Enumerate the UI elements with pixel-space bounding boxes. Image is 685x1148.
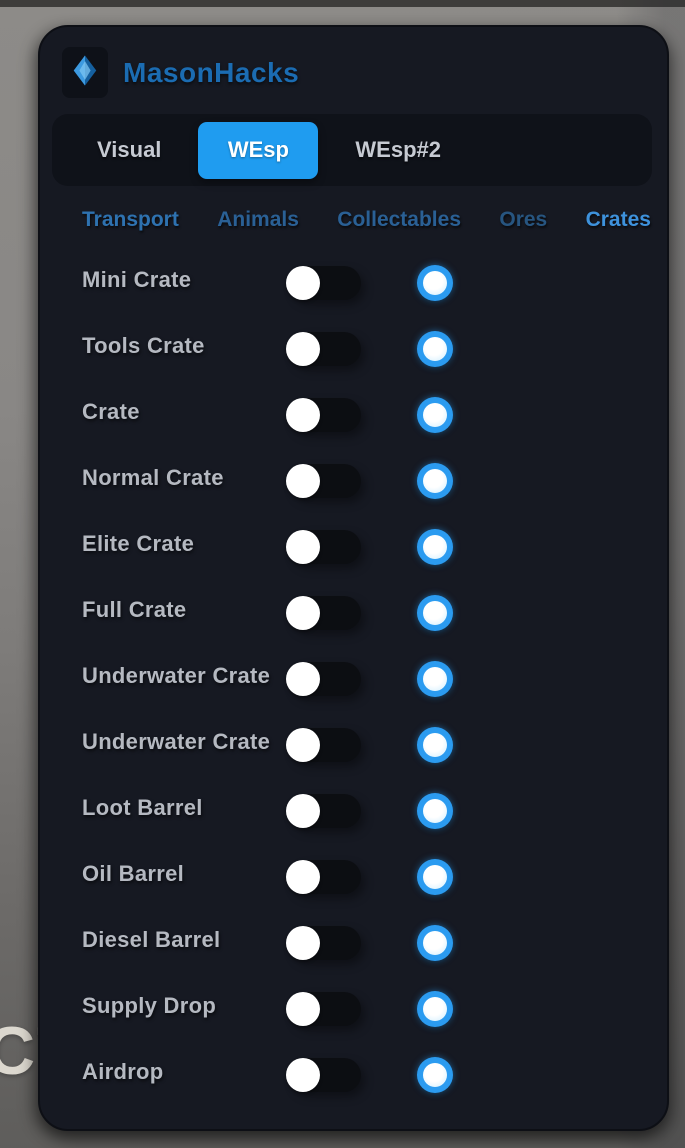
- color-picker-swatch: [423, 733, 447, 757]
- item-label: Underwater Crate: [82, 662, 271, 688]
- list-item: Loot Barrel: [40, 778, 667, 844]
- item-label: Supply Drop: [82, 992, 217, 1018]
- color-picker-button[interactable]: [417, 397, 453, 433]
- color-picker-swatch: [423, 997, 447, 1021]
- color-picker-button[interactable]: [417, 661, 453, 697]
- toggle-switch[interactable]: [286, 464, 361, 498]
- color-picker-swatch: [423, 1063, 447, 1087]
- subtab-animals[interactable]: Animals: [217, 208, 299, 231]
- subtab-collectables[interactable]: Collectables: [337, 208, 461, 231]
- list-item: Supply Drop: [40, 976, 667, 1042]
- toggle-knob[interactable]: [286, 992, 320, 1026]
- list-item: Diesel Barrel: [40, 910, 667, 976]
- logo-box: [62, 47, 108, 98]
- color-picker-swatch: [423, 271, 447, 295]
- toggle-knob[interactable]: [286, 1058, 320, 1092]
- window-header: MasonHacks: [62, 47, 299, 98]
- toggle-knob[interactable]: [286, 926, 320, 960]
- toggle-knob[interactable]: [286, 596, 320, 630]
- toggle-knob[interactable]: [286, 860, 320, 894]
- color-picker-button[interactable]: [417, 991, 453, 1027]
- toggle-knob[interactable]: [286, 662, 320, 696]
- toggle-knob[interactable]: [286, 728, 320, 762]
- tab-visual[interactable]: Visual: [97, 137, 162, 162]
- color-picker-button[interactable]: [417, 793, 453, 829]
- sub-tab-bar: Transport Animals Collectables Ores Crat…: [82, 208, 651, 232]
- item-label: Oil Barrel: [82, 860, 185, 886]
- color-picker-button[interactable]: [417, 1057, 453, 1093]
- toggle-knob[interactable]: [286, 530, 320, 564]
- background-top-strip: [0, 0, 685, 7]
- item-label: Diesel Barrel: [82, 926, 221, 952]
- item-label: Airdrop: [82, 1058, 164, 1084]
- subtab-ores[interactable]: Ores: [499, 208, 548, 231]
- main-tab-bar: Visual WEsp WEsp#2: [52, 114, 652, 186]
- color-picker-swatch: [423, 799, 447, 823]
- tab-wesp2[interactable]: WEsp#2: [355, 137, 442, 162]
- toggle-switch[interactable]: [286, 332, 361, 366]
- toggle-switch[interactable]: [286, 794, 361, 828]
- list-item: Elite Crate: [40, 514, 667, 580]
- toggle-switch[interactable]: [286, 398, 361, 432]
- color-picker-swatch: [423, 601, 447, 625]
- list-item: Airdrop: [40, 1042, 667, 1108]
- color-picker-swatch: [423, 403, 447, 427]
- toggle-knob[interactable]: [286, 794, 320, 828]
- list-item: Mini Crate: [40, 250, 667, 316]
- toggle-switch[interactable]: [286, 728, 361, 762]
- color-picker-button[interactable]: [417, 463, 453, 499]
- color-picker-button[interactable]: [417, 265, 453, 301]
- item-label: Full Crate: [82, 596, 187, 622]
- color-picker-button[interactable]: [417, 595, 453, 631]
- list-item: Underwater Crate: [40, 712, 667, 778]
- esp-item-list: Mini Crate Tools Crate Crate Normal Crat…: [40, 250, 667, 1108]
- list-item: Tools Crate: [40, 316, 667, 382]
- color-picker-button[interactable]: [417, 331, 453, 367]
- list-item: Underwater Crate: [40, 646, 667, 712]
- color-picker-button[interactable]: [417, 529, 453, 565]
- subtab-crates[interactable]: Crates: [585, 208, 651, 231]
- color-picker-button[interactable]: [417, 925, 453, 961]
- color-picker-swatch: [423, 469, 447, 493]
- app-title: MasonHacks: [123, 56, 300, 88]
- toggle-switch[interactable]: [286, 1058, 361, 1092]
- toggle-switch[interactable]: [286, 926, 361, 960]
- toggle-switch[interactable]: [286, 596, 361, 630]
- cheat-menu-window: MasonHacks Visual WEsp WEsp#2 Transport …: [38, 25, 669, 1131]
- list-item: Crate: [40, 382, 667, 448]
- item-label: Crate: [82, 398, 140, 424]
- color-picker-button[interactable]: [417, 859, 453, 895]
- tab-wesp[interactable]: WEsp: [198, 121, 319, 179]
- list-item: Normal Crate: [40, 448, 667, 514]
- toggle-knob[interactable]: [286, 332, 320, 366]
- toggle-switch[interactable]: [286, 992, 361, 1026]
- toggle-switch[interactable]: [286, 530, 361, 564]
- color-picker-swatch: [423, 931, 447, 955]
- list-item: Oil Barrel: [40, 844, 667, 910]
- toggle-switch[interactable]: [286, 860, 361, 894]
- item-label: Elite Crate: [82, 530, 195, 556]
- gem-icon: [70, 54, 100, 92]
- list-item: Full Crate: [40, 580, 667, 646]
- color-picker-swatch: [423, 535, 447, 559]
- toggle-knob[interactable]: [286, 464, 320, 498]
- color-picker-swatch: [423, 337, 447, 361]
- item-label: Mini Crate: [82, 266, 192, 292]
- toggle-switch[interactable]: [286, 662, 361, 696]
- toggle-switch[interactable]: [286, 266, 361, 300]
- subtab-transport[interactable]: Transport: [82, 208, 179, 231]
- item-label: Underwater Crate: [82, 728, 271, 754]
- toggle-knob[interactable]: [286, 266, 320, 300]
- color-picker-button[interactable]: [417, 727, 453, 763]
- item-label: Normal Crate: [82, 464, 224, 490]
- item-label: Loot Barrel: [82, 794, 203, 820]
- color-picker-swatch: [423, 667, 447, 691]
- toggle-knob[interactable]: [286, 398, 320, 432]
- color-picker-swatch: [423, 865, 447, 889]
- item-label: Tools Crate: [82, 332, 205, 358]
